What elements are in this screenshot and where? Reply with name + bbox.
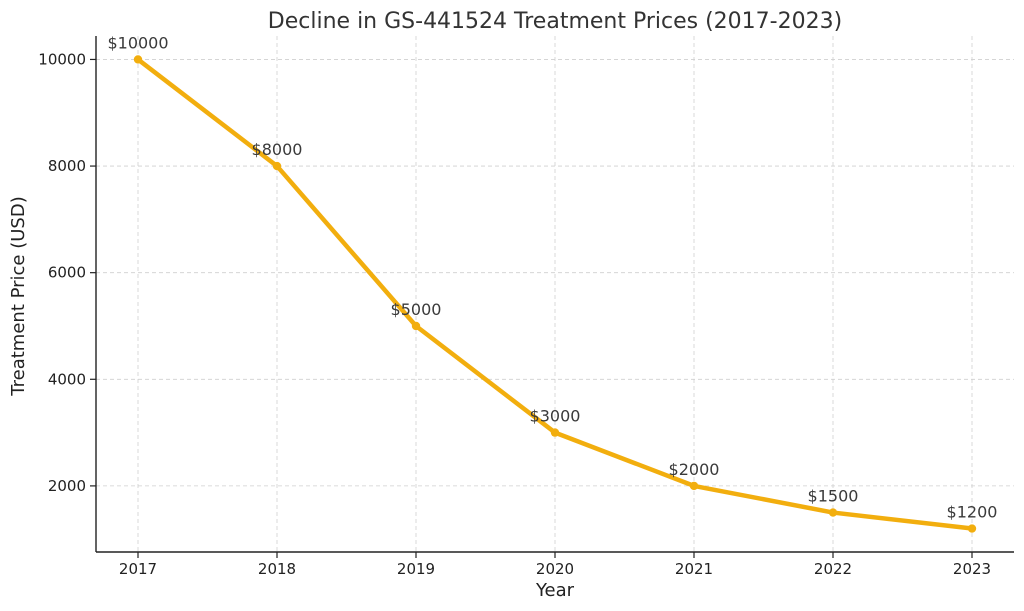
y-tick-label: 4000 bbox=[48, 370, 86, 388]
chart-title: Decline in GS-441524 Treatment Prices (2… bbox=[268, 9, 842, 34]
data-point bbox=[133, 55, 143, 64]
data-point bbox=[411, 321, 421, 331]
data-label: $1500 bbox=[808, 487, 859, 506]
grid bbox=[96, 36, 1014, 552]
x-tick-label: 2017 bbox=[119, 560, 157, 578]
data-label: $5000 bbox=[391, 300, 442, 319]
y-tick-label: 6000 bbox=[48, 264, 86, 282]
x-tick-label: 2018 bbox=[258, 560, 296, 578]
x-tick-label: 2022 bbox=[814, 560, 852, 578]
ticks: 2017 2018 2019 2020 2021 2022 2023 2000 4000 6000… bbox=[38, 50, 991, 578]
x-tick-label: 2023 bbox=[953, 560, 991, 578]
y-axis-title: Treatment Price (USD) bbox=[8, 196, 29, 396]
data-point bbox=[272, 161, 282, 171]
data-point bbox=[689, 481, 699, 491]
y-tick-label: 10000 bbox=[38, 50, 86, 68]
x-tick-label: 2021 bbox=[675, 560, 713, 578]
x-axis-title: Year bbox=[535, 580, 575, 601]
series bbox=[133, 55, 977, 533]
y-tick-label: 8000 bbox=[48, 157, 86, 175]
data-label: $10000 bbox=[107, 33, 168, 52]
data-point bbox=[550, 428, 560, 437]
data-label: $3000 bbox=[530, 407, 581, 426]
y-tick-label: 2000 bbox=[48, 477, 86, 495]
data-label: $2000 bbox=[669, 460, 720, 479]
data-label: $8000 bbox=[252, 140, 303, 159]
data-point bbox=[967, 524, 977, 533]
data-labels: $10000 $8000 $5000 $3000 $2000 $1500 $1200 bbox=[107, 33, 997, 521]
x-tick-label: 2020 bbox=[536, 560, 574, 578]
data-label: $1200 bbox=[947, 503, 998, 522]
data-point bbox=[828, 508, 838, 517]
x-tick-label: 2019 bbox=[397, 560, 435, 578]
